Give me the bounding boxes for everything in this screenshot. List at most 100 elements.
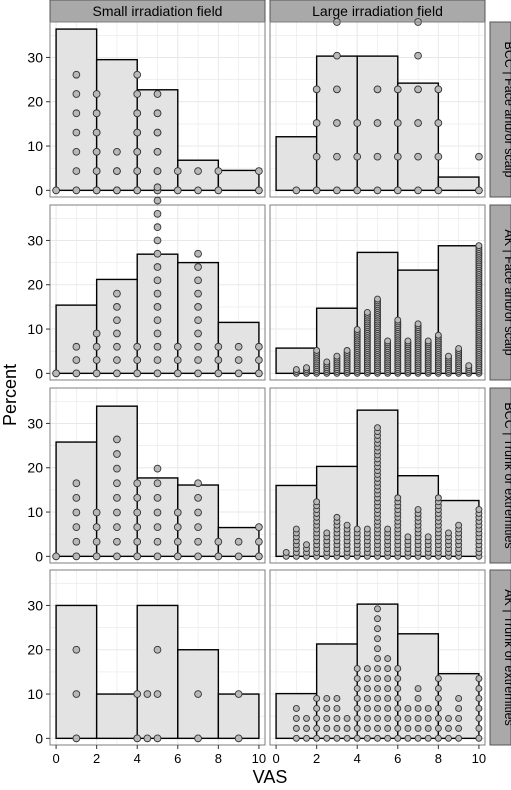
dot [475, 714, 483, 722]
dot [434, 494, 442, 502]
dot [363, 714, 371, 722]
y-tick-label: 0 [35, 730, 43, 746]
dot [374, 704, 381, 712]
dot [303, 714, 310, 722]
y-tick-label: 30 [27, 232, 43, 248]
dot [374, 665, 381, 673]
dot [475, 704, 483, 712]
dot [374, 734, 381, 742]
dot [353, 685, 361, 692]
dot [214, 356, 223, 364]
y-tick-label: 10 [27, 504, 43, 520]
dot [414, 714, 422, 722]
dot [214, 167, 223, 175]
dot [255, 523, 263, 531]
panel-3-1: 0 2 4 6 8 10 [269, 569, 486, 766]
dot [255, 342, 263, 351]
panel-2-1 [269, 387, 486, 564]
dot [414, 734, 422, 742]
dot [292, 525, 300, 533]
bar-0 [55, 604, 98, 740]
dot [353, 525, 361, 533]
dot [414, 320, 422, 328]
panel-border [49, 387, 266, 564]
dot [113, 289, 121, 298]
dot [333, 85, 341, 94]
dot [374, 635, 381, 643]
dot [455, 695, 463, 702]
dot [323, 358, 331, 366]
dot [113, 494, 121, 502]
dot [333, 152, 341, 161]
dot [173, 552, 182, 561]
dot [72, 508, 81, 517]
dot [475, 242, 483, 250]
panel-border [269, 387, 486, 564]
dot [434, 704, 442, 712]
dot [133, 70, 142, 79]
bar-2 [136, 253, 179, 375]
dot [194, 369, 202, 378]
dot [455, 724, 463, 732]
dot [133, 342, 142, 351]
dot [434, 685, 442, 692]
dot [173, 369, 182, 378]
dot [303, 734, 310, 742]
dot [303, 541, 310, 549]
dot [153, 369, 162, 378]
dot [374, 295, 381, 303]
dot [255, 537, 263, 546]
dot [292, 734, 300, 742]
dot [333, 352, 341, 360]
dot [153, 479, 162, 488]
dot [72, 494, 81, 502]
dot [424, 724, 432, 732]
dot [194, 342, 202, 351]
dot [72, 342, 81, 351]
dot [374, 714, 381, 722]
dot [194, 263, 202, 271]
dot [343, 734, 351, 742]
dot [234, 356, 243, 364]
dot [214, 369, 223, 378]
bar-0 [55, 441, 98, 558]
dot [194, 508, 202, 517]
dot [384, 704, 392, 712]
dot [374, 695, 381, 702]
dot [374, 424, 381, 432]
dot [92, 90, 101, 98]
bar-4 [437, 176, 480, 192]
dot [133, 508, 142, 517]
dot [384, 525, 392, 533]
dot [194, 316, 202, 325]
dot [393, 119, 402, 127]
x-tick-label: 0 [52, 751, 59, 766]
dot [113, 450, 121, 458]
dot [434, 714, 442, 722]
dot [414, 724, 422, 732]
dot [92, 186, 101, 195]
dot [113, 508, 121, 517]
dot [173, 356, 182, 364]
dot [404, 714, 412, 722]
dot [353, 704, 361, 712]
panel-border [269, 569, 486, 746]
dot [394, 316, 402, 324]
dot [445, 724, 452, 732]
dot [72, 109, 81, 118]
dot [255, 356, 263, 364]
dot [133, 690, 142, 698]
dot [404, 533, 412, 541]
y-tick-label: 0 [35, 182, 43, 198]
dot [353, 734, 361, 742]
dot [113, 523, 121, 531]
y-tick-label: 10 [27, 321, 43, 337]
column-strip-label-1: Large irradiation field [312, 3, 443, 19]
dot [414, 685, 422, 692]
dot [113, 316, 121, 325]
dot [292, 704, 300, 712]
dot [173, 342, 182, 351]
dot [153, 249, 162, 258]
dot [384, 685, 392, 692]
dot [333, 724, 341, 732]
